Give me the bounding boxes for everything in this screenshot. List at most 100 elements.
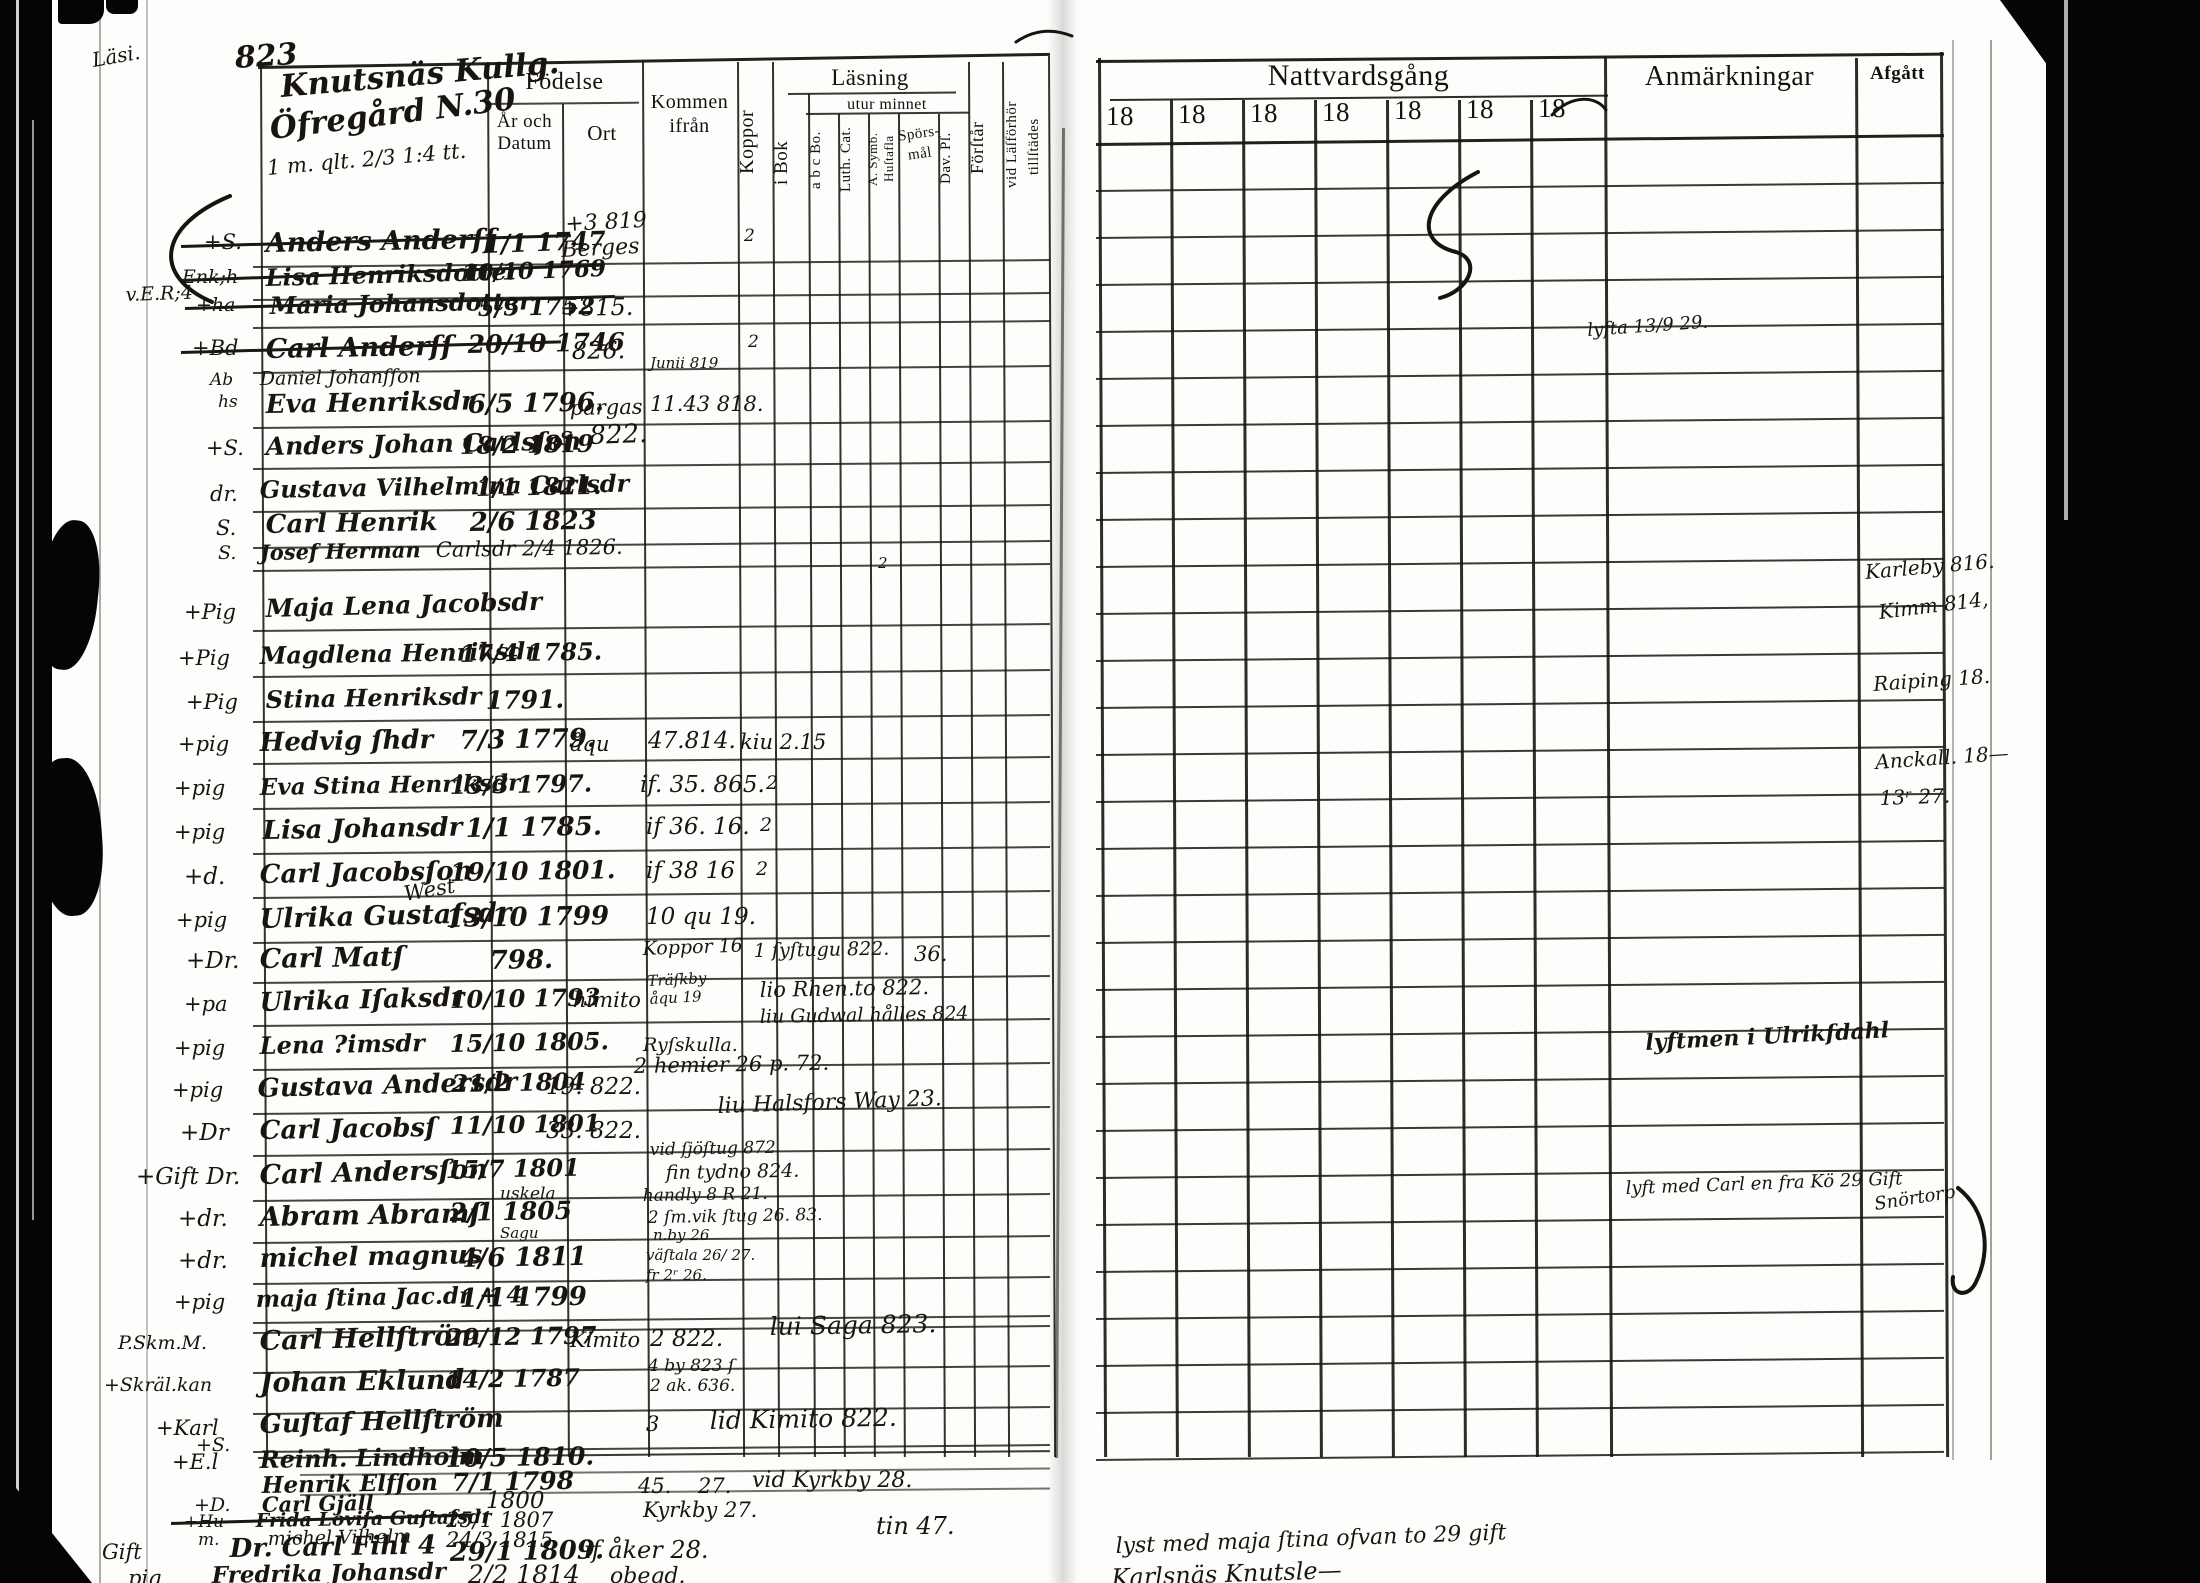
handwriting-entry: +Pig (186, 690, 238, 714)
handwriting-entry: 2 (878, 554, 888, 572)
handwriting-entry: 13/10 1799 (445, 901, 610, 934)
handwriting-entry: +Dr. (186, 948, 240, 974)
handwriting-entry: 1800 (486, 1488, 545, 1514)
handwriting-entry: Ryſskulla. (643, 1034, 738, 1056)
handwriting-entry: Daniel Johanſſon (259, 365, 421, 390)
handwriting-entry: Lena ?imsdr (259, 1028, 426, 1060)
handwriting-entry: 2 (756, 858, 769, 880)
handwriting-entry: 13/3 1797. (449, 768, 593, 800)
handwriting-entry: 45. (638, 1474, 672, 1498)
handwriting-entry: 2/2 1814 (468, 1560, 580, 1583)
handwriting-entry: 36. (914, 942, 948, 966)
header-dav-ps: Dav. Pſ. (938, 132, 954, 184)
handwriting-entry: Sagu (500, 1224, 539, 1242)
handwriting-entry: 4/6 1811 (459, 1241, 588, 1274)
header-year-col-5: 18 (1394, 95, 1422, 125)
handwriting-entry: Gift (102, 1540, 142, 1564)
handwriting-entry: Carlsdr 2/4 1826. (435, 534, 623, 562)
handwriting-entry: 1/1 1785. (465, 811, 603, 844)
handwriting-entry: Koppor 16 (642, 934, 744, 960)
scan-mark-top-2 (106, 0, 138, 14)
header-luth-cat: Luth. Cat. (838, 126, 854, 193)
handwriting-entry: if. 35. 865. (640, 772, 765, 798)
scan-edge-right-streak (2064, 0, 2068, 520)
handwriting-entry: 15/10 1805. (449, 1026, 610, 1058)
handwriting-entry: +Dr (180, 1120, 229, 1146)
handwriting-entry: Junii 819 (650, 354, 719, 372)
handwriting-entry: +pig (174, 1036, 226, 1060)
header-koppor: Koppor (736, 109, 758, 175)
handwriting-entry: lid Kimito 822. (709, 1402, 898, 1435)
handwriting-entry: Kyrkby 27. (643, 1498, 758, 1522)
handwriting-entry: 1791. (485, 684, 565, 715)
handwriting-entry: lio Rhen.to 822. (759, 975, 930, 1002)
handwriting-entry: 33. 822. (546, 1118, 642, 1144)
handwriting-entry: +Skräl.kan (104, 1374, 213, 1396)
handwriting-entry: +Pig (178, 646, 230, 670)
header-lasning: Läsning (831, 65, 909, 90)
handwriting-entry: obegd. (610, 1564, 686, 1583)
handwriting-entry: lui Saga 823. (769, 1309, 937, 1341)
handwriting-entry: Guſtaf Hellſtröm (259, 1403, 504, 1440)
handwriting-entry: 798. (489, 944, 554, 976)
handwriting-entry: +S. (204, 230, 242, 254)
handwriting-entry: if 38 16 (646, 858, 736, 884)
handwriting-entry: P.Skm.M. (118, 1332, 208, 1354)
header-year-col-2: 18 (1178, 99, 1206, 129)
handwriting-entry: 14/2 1787 (445, 1362, 581, 1394)
fold-line-left-2 (146, 0, 148, 1583)
handwriting-entry: S. (216, 516, 237, 540)
handwriting-entry: Lisa Johansdr (262, 812, 463, 846)
handwriting-entry: 47.814. (648, 728, 736, 754)
handwriting-entry: Fredrika Johansdr (211, 1557, 447, 1583)
handwriting-entry: 2 (760, 814, 773, 836)
scan-edge-right (2046, 0, 2200, 1583)
handwriting-entry: 24/3 1815 (446, 1528, 554, 1552)
handwriting-entry: 826. (571, 336, 626, 365)
handwriting-entry: dr. (210, 482, 238, 506)
handwriting-entry: 2 (744, 226, 755, 246)
handwriting-entry: +D. (194, 1494, 231, 1516)
scan-edge-left-streak-1 (16, 0, 19, 1583)
handwriting-entry: +pig (172, 1078, 224, 1102)
handwriting-entry: 27. (698, 1474, 732, 1498)
handwriting-entry: väſtala 26/ 27. (646, 1246, 756, 1264)
handwriting-entry: +pig (174, 776, 226, 800)
handwriting-entry: Maja Lena Jacobsdr (265, 586, 543, 623)
handwriting-entry: Träſkby (647, 968, 707, 990)
header-kommen-ifran-1: Kommen (650, 91, 729, 113)
handwriting-entry: +d. (184, 864, 226, 890)
handwriting-entry: 19/10 1801. (449, 855, 616, 887)
handwriting-entry: +dr. (178, 1248, 228, 1274)
handwriting-entry: Ulrika Iſaksdr (259, 982, 465, 1018)
handwriting-entry: +dr. (178, 1206, 228, 1232)
handwriting-entry: 2 (766, 772, 779, 794)
handwriting-entry: michel magnus (259, 1240, 483, 1274)
header-symb-2: Huſtafla (881, 135, 896, 183)
handwriting-entry: +ha (196, 294, 236, 316)
handwriting-entry: Carl Matſ (259, 941, 405, 975)
header-i-bok: i Bok (771, 140, 792, 185)
handwriting-entry: S. (218, 542, 237, 564)
handwriting-entry: 13ʳ 27. (1879, 783, 1951, 810)
handwriting-entry: tin 47. (876, 1512, 955, 1540)
header-vid-lasforhor-1: vid Läſförhör (1004, 101, 1020, 189)
handwriting-entry: fin tydno 824. (665, 1159, 800, 1184)
header-year-col-7: 18 (1538, 93, 1566, 123)
header-year-col-6: 18 (1466, 94, 1494, 124)
handwriting-entry: 2/1 1805 (449, 1195, 573, 1227)
handwriting-entry: Dr. Carl Fihl 4 (229, 1530, 437, 1564)
header-vid-lasforhor-2: tillſtädes (1026, 118, 1042, 176)
handwriting-entry: if 36. 16. (646, 814, 750, 840)
handwriting-entry: kiu 2.15 (740, 730, 827, 754)
handwriting-entry: +pig (176, 908, 228, 932)
handwriting-entry: +Pig (184, 600, 236, 624)
handwriting-entry: m. (198, 1530, 220, 1550)
header-nattvardsgang: Nattvardsgång (1267, 59, 1450, 92)
handwriting-entry: vid ſjöſtug 872 (649, 1137, 776, 1160)
header-datum: Datum (497, 133, 552, 154)
handwriting-entry: 17/4 1785. (459, 636, 603, 668)
handwriting-entry: Kimito (570, 1328, 641, 1352)
handwriting-entry: +S. (206, 436, 244, 460)
